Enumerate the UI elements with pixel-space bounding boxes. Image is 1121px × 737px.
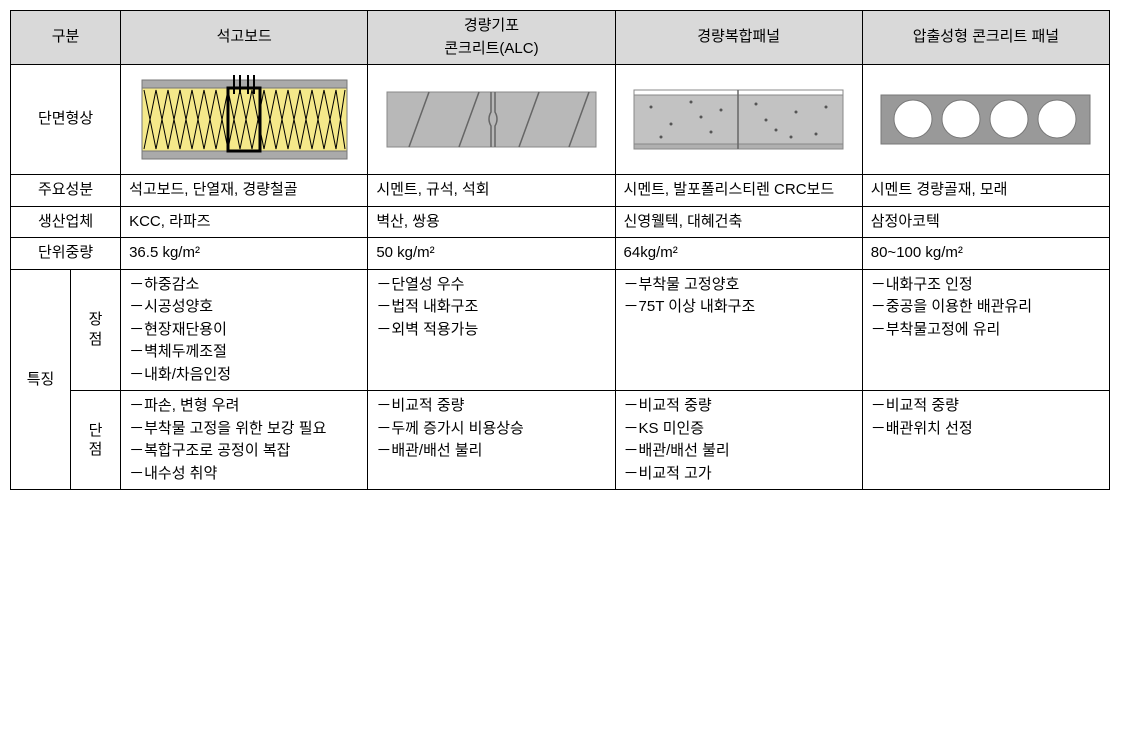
list-item: －법적 내화구조: [376, 296, 606, 319]
list-item: －KS 미인증: [624, 418, 854, 441]
list-item: －비교적 중량: [624, 395, 854, 418]
label-manufacturer: 생산업체: [11, 206, 121, 238]
list-item: －내수성 취약: [129, 463, 359, 486]
table-header-row: 구분 석고보드 경량기포 콘크리트(ALC) 경량복합패널 압출성형 콘크리트 …: [11, 11, 1110, 65]
header-col4: 압출성형 콘크리트 패널: [862, 11, 1109, 65]
list-item: －비교적 고가: [624, 463, 854, 486]
list-item: －파손, 변형 우려: [129, 395, 359, 418]
list-item: －부착물 고정을 위한 보강 필요: [129, 418, 359, 441]
header-col2: 경량기포 콘크리트(ALC): [368, 11, 615, 65]
shape-alc: [368, 65, 615, 175]
list-item: －복합구조로 공정이 복잡: [129, 440, 359, 463]
manufacturer-c4: 삼정아코텍: [862, 206, 1109, 238]
list-item: －비교적 중량: [376, 395, 606, 418]
unitweight-c1: 36.5 kg/m²: [121, 238, 368, 270]
header-col3: 경량복합패널: [615, 11, 862, 65]
row-composition: 주요성분 석고보드, 단열재, 경량철골 시멘트, 규석, 석회 시멘트, 발포…: [11, 175, 1110, 207]
list-item: －75T 이상 내화구조: [624, 296, 854, 319]
row-shape: 단면형상: [11, 65, 1110, 175]
pros-c3: －부착물 고정양호－75T 이상 내화구조: [615, 269, 862, 391]
manufacturer-c3: 신영웰텍, 대혜건축: [615, 206, 862, 238]
row-pros: 특징 장 점 －하중감소－시공성양호－현장재단용이－벽체두께조절－내화/차음인정…: [11, 269, 1110, 391]
shape-extruded: [862, 65, 1109, 175]
cons-c2: －비교적 중량－두께 증가시 비용상승－배관/배선 불리: [368, 391, 615, 490]
list-item: －배관/배선 불리: [624, 440, 854, 463]
cons-c3: －비교적 중량－KS 미인증－배관/배선 불리－비교적 고가: [615, 391, 862, 490]
unitweight-c2: 50 kg/m²: [368, 238, 615, 270]
pros-c1: －하중감소－시공성양호－현장재단용이－벽체두께조절－내화/차음인정: [121, 269, 368, 391]
manufacturer-c1: KCC, 라파즈: [121, 206, 368, 238]
cons-c1: －파손, 변형 우려－부착물 고정을 위한 보강 필요－복합구조로 공정이 복잡…: [121, 391, 368, 490]
label-cons: 단 점: [71, 391, 121, 490]
row-unitweight: 단위중량 36.5 kg/m² 50 kg/m² 64kg/m² 80~100 …: [11, 238, 1110, 270]
composition-c4: 시멘트 경량골재, 모래: [862, 175, 1109, 207]
pros-c2: －단열성 우수－법적 내화구조－외벽 적용가능: [368, 269, 615, 391]
list-item: －단열성 우수: [376, 274, 606, 297]
list-item: －내화구조 인정: [871, 274, 1101, 297]
list-item: －부착물고정에 유리: [871, 319, 1101, 342]
label-pros: 장 점: [71, 269, 121, 391]
list-item: －벽체두께조절: [129, 341, 359, 364]
pros-c4: －내화구조 인정－중공을 이용한 배관유리－부착물고정에 유리: [862, 269, 1109, 391]
list-item: －하중감소: [129, 274, 359, 297]
material-comparison-table: 구분 석고보드 경량기포 콘크리트(ALC) 경량복합패널 압출성형 콘크리트 …: [10, 10, 1110, 490]
row-cons: 단 점 －파손, 변형 우려－부착물 고정을 위한 보강 필요－복합구조로 공정…: [11, 391, 1110, 490]
header-category: 구분: [11, 11, 121, 65]
list-item: －배관/배선 불리: [376, 440, 606, 463]
shape-composite: [615, 65, 862, 175]
label-unitweight: 단위중량: [11, 238, 121, 270]
header-col1: 석고보드: [121, 11, 368, 65]
composition-c1: 석고보드, 단열재, 경량철골: [121, 175, 368, 207]
list-item: －비교적 중량: [871, 395, 1101, 418]
list-item: －배관위치 선정: [871, 418, 1101, 441]
label-composition: 주요성분: [11, 175, 121, 207]
label-shape: 단면형상: [11, 65, 121, 175]
list-item: －두께 증가시 비용상승: [376, 418, 606, 441]
manufacturer-c2: 벽산, 쌍용: [368, 206, 615, 238]
list-item: －중공을 이용한 배관유리: [871, 296, 1101, 319]
list-item: －내화/차음인정: [129, 364, 359, 387]
unitweight-c4: 80~100 kg/m²: [862, 238, 1109, 270]
cons-c4: －비교적 중량－배관위치 선정: [862, 391, 1109, 490]
composition-c3: 시멘트, 발포폴리스티렌 CRC보드: [615, 175, 862, 207]
list-item: －현장재단용이: [129, 319, 359, 342]
label-features: 특징: [11, 269, 71, 490]
row-manufacturer: 생산업체 KCC, 라파즈 벽산, 쌍용 신영웰텍, 대혜건축 삼정아코텍: [11, 206, 1110, 238]
shape-gypsum: [121, 65, 368, 175]
list-item: －외벽 적용가능: [376, 319, 606, 342]
list-item: －부착물 고정양호: [624, 274, 854, 297]
unitweight-c3: 64kg/m²: [615, 238, 862, 270]
composition-c2: 시멘트, 규석, 석회: [368, 175, 615, 207]
list-item: －시공성양호: [129, 296, 359, 319]
